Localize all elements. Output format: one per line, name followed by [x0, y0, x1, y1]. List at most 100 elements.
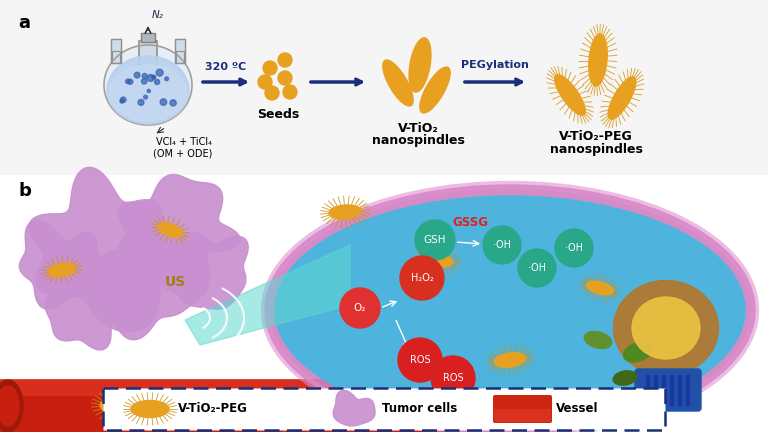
Ellipse shape	[109, 65, 187, 121]
Text: nanospindles: nanospindles	[550, 143, 643, 156]
Bar	[112, 51, 120, 63]
Circle shape	[152, 76, 156, 79]
FancyBboxPatch shape	[493, 395, 552, 423]
Circle shape	[165, 77, 168, 81]
Circle shape	[160, 99, 167, 105]
Text: N₂: N₂	[152, 10, 164, 20]
Ellipse shape	[409, 38, 431, 92]
Ellipse shape	[275, 196, 745, 424]
Circle shape	[147, 89, 151, 92]
Circle shape	[555, 229, 593, 267]
Circle shape	[138, 99, 144, 105]
Ellipse shape	[101, 398, 140, 417]
Ellipse shape	[157, 223, 182, 237]
Polygon shape	[118, 175, 240, 295]
Text: PEGylation: PEGylation	[461, 60, 529, 70]
Text: Tumor cells: Tumor cells	[382, 403, 457, 416]
Polygon shape	[185, 245, 350, 345]
Circle shape	[265, 86, 279, 100]
Circle shape	[283, 85, 297, 99]
Text: V-TiO₂: V-TiO₂	[398, 122, 439, 135]
Text: 320 ºC: 320 ºC	[205, 62, 247, 72]
FancyBboxPatch shape	[111, 39, 121, 63]
Text: GSH: GSH	[424, 235, 446, 245]
FancyBboxPatch shape	[175, 39, 185, 63]
Circle shape	[120, 99, 124, 103]
Ellipse shape	[423, 253, 453, 267]
Bar	[111, 39, 121, 63]
Circle shape	[518, 249, 556, 287]
Text: nanospindles: nanospindles	[372, 134, 465, 147]
Ellipse shape	[589, 34, 607, 86]
Text: (OM + ODE): (OM + ODE)	[153, 148, 213, 158]
Ellipse shape	[584, 331, 611, 349]
Text: H₂O₂: H₂O₂	[411, 273, 433, 283]
Circle shape	[340, 288, 380, 328]
Circle shape	[431, 356, 475, 400]
Text: O₂: O₂	[354, 303, 366, 313]
Text: US: US	[164, 275, 186, 289]
Text: Vessel: Vessel	[556, 403, 598, 416]
Circle shape	[142, 73, 147, 78]
Circle shape	[156, 69, 163, 76]
Circle shape	[258, 75, 272, 89]
Polygon shape	[19, 221, 121, 309]
Polygon shape	[98, 235, 209, 340]
Circle shape	[152, 75, 155, 79]
Polygon shape	[333, 391, 375, 426]
Circle shape	[141, 79, 147, 84]
Circle shape	[127, 79, 133, 84]
Bar	[176, 51, 184, 63]
Polygon shape	[0, 380, 520, 395]
Ellipse shape	[131, 400, 169, 417]
Ellipse shape	[608, 77, 636, 119]
Circle shape	[147, 74, 154, 81]
Ellipse shape	[494, 353, 526, 367]
Ellipse shape	[613, 371, 637, 385]
Circle shape	[154, 79, 160, 85]
Bar	[141, 33, 155, 42]
Text: ·OH: ·OH	[565, 243, 583, 253]
Ellipse shape	[554, 75, 585, 115]
Text: Seeds: Seeds	[257, 108, 299, 121]
Text: V-TiO₂-PEG: V-TiO₂-PEG	[559, 130, 633, 143]
Text: a: a	[18, 14, 30, 32]
Text: VCl₄ + TiCl₄: VCl₄ + TiCl₄	[156, 137, 212, 147]
Circle shape	[170, 100, 176, 106]
Text: ·OH: ·OH	[493, 240, 511, 250]
Text: ROS: ROS	[409, 355, 430, 365]
Text: ·OH: ·OH	[528, 263, 546, 273]
Polygon shape	[28, 167, 176, 332]
Ellipse shape	[107, 56, 189, 124]
Circle shape	[121, 97, 126, 102]
Ellipse shape	[0, 386, 19, 426]
Bar	[0, 0, 768, 175]
Circle shape	[398, 338, 442, 382]
FancyBboxPatch shape	[635, 369, 701, 411]
Circle shape	[483, 226, 521, 264]
Bar	[678, 375, 681, 405]
Bar	[175, 39, 185, 63]
FancyBboxPatch shape	[494, 409, 551, 422]
Ellipse shape	[420, 67, 450, 113]
Text: ROS: ROS	[442, 373, 463, 383]
Ellipse shape	[0, 380, 23, 432]
Bar	[646, 375, 649, 405]
Polygon shape	[0, 380, 520, 432]
Text: b: b	[18, 182, 31, 200]
Circle shape	[134, 72, 140, 78]
Circle shape	[126, 79, 130, 83]
Text: GSSG: GSSG	[452, 216, 488, 229]
Circle shape	[415, 220, 455, 260]
Ellipse shape	[48, 263, 76, 277]
Circle shape	[263, 61, 277, 75]
Ellipse shape	[283, 407, 317, 425]
Circle shape	[400, 256, 444, 300]
Bar	[686, 375, 689, 405]
Polygon shape	[159, 233, 248, 309]
Circle shape	[278, 53, 292, 67]
Ellipse shape	[382, 60, 413, 106]
Ellipse shape	[632, 297, 700, 359]
Ellipse shape	[329, 205, 361, 219]
Polygon shape	[45, 280, 130, 350]
